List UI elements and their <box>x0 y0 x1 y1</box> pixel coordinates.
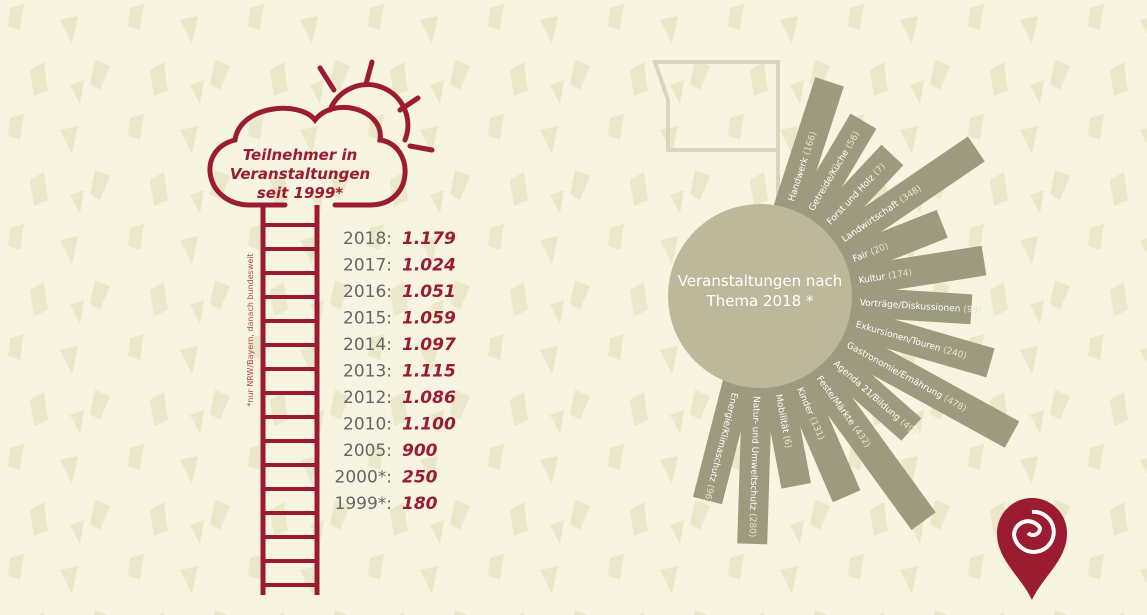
participant-count: 1.179 <box>402 229 456 249</box>
participant-count: 250 <box>402 468 438 488</box>
year-label: 2013: <box>343 362 392 382</box>
title-line: Veranstaltungen <box>230 165 370 183</box>
year-label: 2005: <box>343 441 392 461</box>
participant-count: 1.086 <box>402 388 456 408</box>
year-label: 2017: <box>343 256 392 276</box>
participant-count: 1.051 <box>402 282 456 302</box>
year-label: 2014: <box>343 335 392 355</box>
year-label: 2000*: <box>335 468 393 488</box>
participant-count: 1.115 <box>402 362 456 382</box>
title-line: seit 1999* <box>257 184 343 202</box>
year-label: 2016: <box>343 282 392 302</box>
year-label: 1999*: <box>335 494 393 514</box>
participant-count: 1.024 <box>402 256 456 276</box>
title-line: Teilnehmer in <box>243 146 358 164</box>
participant-count: 180 <box>402 494 438 514</box>
participant-count: 1.059 <box>402 309 456 329</box>
year-label: 2018: <box>343 229 392 249</box>
year-label: 2012: <box>343 388 392 408</box>
footnote: *nur NRW/Bayern, danach bundesweit <box>246 253 255 406</box>
title-line: Thema 2018 * <box>706 292 814 310</box>
value-label: (99) <box>963 304 982 315</box>
participant-count: 1.100 <box>402 415 456 435</box>
infographic: Teilnehmer inVeranstaltungenseit 1999* *… <box>0 0 1147 615</box>
value-label: (280) <box>747 513 758 538</box>
year-label: 2010: <box>343 415 392 435</box>
participant-count: 900 <box>402 441 438 461</box>
participant-count: 1.097 <box>402 335 456 355</box>
title-line: Veranstaltungen nach <box>678 272 843 290</box>
year-label: 2015: <box>343 309 392 329</box>
